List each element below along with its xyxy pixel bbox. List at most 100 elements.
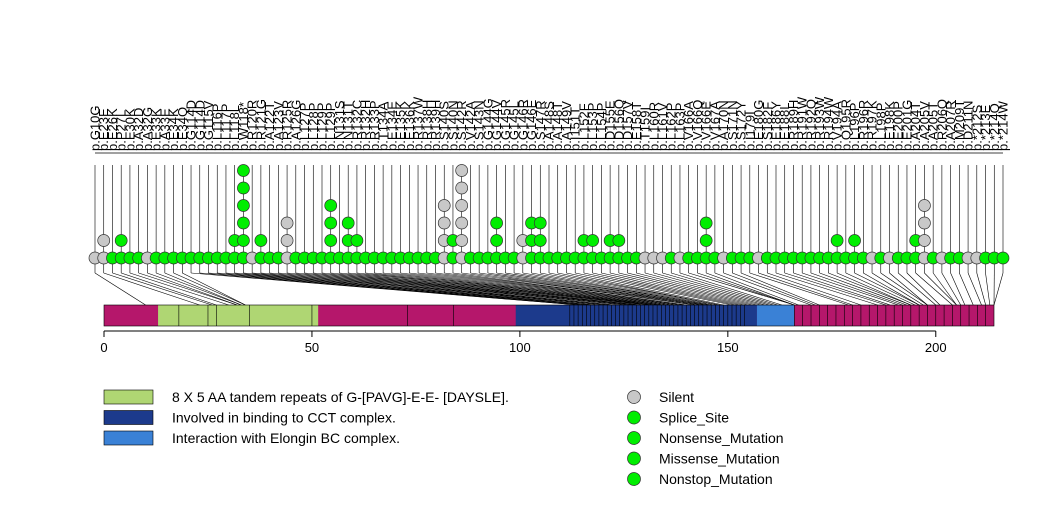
mutation-point <box>848 234 861 247</box>
connector-diagonal <box>435 272 683 306</box>
mutation-label: p.G145L <box>507 101 522 151</box>
mutation-label: p.L198P <box>873 103 888 151</box>
mutation-label: p.A148T <box>550 102 565 151</box>
mutation-label: p.G146R <box>515 99 530 151</box>
mutation-label: p.A148S <box>542 101 557 151</box>
connector-lines <box>94 258 1004 306</box>
protein-bar <box>103 304 995 327</box>
connector-diagonal <box>94 272 146 306</box>
connector-diagonal <box>348 272 649 306</box>
connector-diagonal <box>871 272 924 306</box>
mutation-label: p.L127P <box>297 103 312 151</box>
connector-diagonal <box>889 272 928 306</box>
connector-diagonal <box>164 272 242 306</box>
connector-diagonal <box>758 272 853 306</box>
connector-diagonal <box>365 272 654 306</box>
mutation-point <box>324 199 338 212</box>
mutation-label: p.*214Q <box>987 103 1002 151</box>
connector-diagonal <box>610 272 749 306</box>
mutation-label: p.L161V <box>655 102 670 151</box>
connector-diagonal <box>706 272 795 306</box>
mutation-point <box>237 234 250 247</box>
connector-diagonal <box>330 272 641 306</box>
mutation-point <box>455 164 469 177</box>
mutation-label: p.G114D <box>192 100 207 151</box>
mutation-point <box>996 251 1010 265</box>
mutation-point <box>490 234 503 247</box>
connector-diagonal <box>941 272 961 306</box>
mutation-label: p.R125R <box>280 100 295 151</box>
mutation-label: p.E34Q <box>175 107 190 151</box>
mutation-label: p.E158T <box>629 102 644 151</box>
mutation-label: p.A126G <box>288 100 303 151</box>
lollipop-circles <box>88 164 1010 265</box>
connector-diagonal <box>863 272 920 306</box>
mutation-label: p.E33K <box>149 108 164 151</box>
connector-diagonal <box>740 272 820 306</box>
mutation-label: p.L128P <box>306 103 321 151</box>
connector-diagonal <box>967 272 982 306</box>
mutation-label: p.R138H <box>419 100 434 151</box>
mutation-point <box>918 216 931 230</box>
mutation-label: p.S142R <box>454 100 469 151</box>
connector-diagonal <box>810 272 903 306</box>
mutation-point <box>533 216 547 230</box>
mutation-label: p.A32G <box>140 107 155 151</box>
connector-diagonal <box>531 272 712 306</box>
mutation-label: p.E188L <box>777 103 792 151</box>
mutation-point <box>114 234 128 247</box>
connector-diagonal <box>802 272 899 306</box>
connector-diagonal <box>138 272 238 306</box>
connector-diagonal <box>173 272 246 306</box>
connector-diagonal <box>156 272 242 306</box>
mutation-point <box>699 216 713 230</box>
connector-diagonal <box>880 272 928 306</box>
mutation-label: p.R193W <box>812 96 827 151</box>
connector-diagonal <box>426 272 678 306</box>
connector-diagonal <box>112 272 213 306</box>
mutation-label: p.L117P <box>218 104 233 151</box>
x-tick-label: 200 <box>925 340 947 355</box>
connector-diagonal <box>304 272 633 306</box>
mutation-point <box>455 181 469 195</box>
connector-diagonal <box>287 272 624 306</box>
mutation-label: p.D156Q <box>611 99 626 151</box>
mutation-label: p.R206Q <box>934 99 949 151</box>
mutation-label: p.I179I <box>742 111 757 151</box>
connector-diagonal <box>391 272 662 306</box>
mutation-label: p.A33E <box>157 108 172 151</box>
connector-diagonal <box>225 272 591 306</box>
mutation-label: p.S172Y <box>734 101 749 151</box>
connector-diagonal <box>985 272 991 306</box>
connector-diagonal <box>217 272 587 306</box>
connector-diagonal <box>767 272 862 306</box>
mutation-label: p.D155E <box>603 100 618 151</box>
connector-diagonal <box>557 272 720 306</box>
mutation-label: p.G145R <box>498 99 513 151</box>
connector-diagonal <box>775 272 878 306</box>
connector-diagonal <box>627 272 758 306</box>
mutation-point <box>237 199 250 212</box>
mutation-label: p.V194A <box>830 101 845 151</box>
mutation-label: p.S171N <box>725 100 740 151</box>
legend-domain-swatch <box>103 410 154 425</box>
mutation-label: p.E200P <box>891 101 906 151</box>
connector-diagonal <box>993 272 1004 306</box>
legend-mutation-label: Splice_Site <box>659 410 729 426</box>
connector-diagonal <box>697 272 795 306</box>
mutation-label: p.*212S <box>969 104 984 151</box>
mutation-label: p.P27L <box>114 110 129 151</box>
mutation-label: p.V166Q <box>690 100 705 151</box>
mutation-label: p.V166E <box>699 101 714 151</box>
legend-mutation-label: Silent <box>659 389 694 405</box>
connector-diagonal <box>688 272 795 306</box>
mutation-label: p.E186Y <box>769 101 784 151</box>
mutation-label: p.E34K <box>166 108 181 151</box>
mutation-label: p.V142A <box>463 101 478 151</box>
mutation-point <box>350 234 364 247</box>
connector-diagonal <box>409 272 670 306</box>
connector-diagonal <box>618 272 753 306</box>
mutation-point <box>280 234 294 247</box>
connector-diagonal <box>784 272 886 306</box>
connector-diagonal <box>313 272 637 306</box>
